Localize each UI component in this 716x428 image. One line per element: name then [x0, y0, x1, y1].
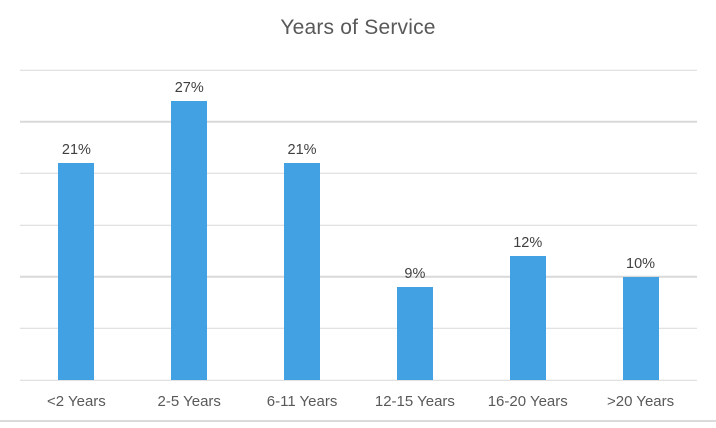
gridline: [20, 172, 697, 175]
x-axis-line: [20, 379, 697, 381]
bottom-border: [0, 420, 716, 422]
bar-slot: 10%: [584, 70, 697, 380]
bar-data-label: 9%: [404, 266, 426, 282]
bar-slot: 21%: [246, 70, 359, 380]
bar: [396, 287, 433, 380]
gridline: [20, 224, 697, 226]
bar: [509, 256, 546, 380]
gridline: [20, 327, 697, 330]
bar-slot: 27%: [133, 70, 246, 380]
bar: [284, 163, 321, 380]
x-axis-label: 16-20 Years: [487, 393, 568, 410]
bar: [171, 101, 208, 380]
gridline: [20, 69, 697, 71]
bar-data-label: 21%: [61, 142, 91, 158]
bar-data-label: 10%: [626, 255, 656, 272]
gridline: [20, 120, 697, 123]
bar-series: 21% 27% 21% 9% 12% 10%: [20, 70, 697, 380]
bar: [58, 163, 95, 380]
plot-area: 21% 27% 21% 9% 12% 10%: [20, 69, 697, 381]
bar: [622, 276, 659, 380]
bar-slot: 12%: [471, 70, 584, 380]
x-axis-label: 2-5 Years: [157, 393, 221, 410]
gridline: [20, 275, 697, 278]
bar-slot: 21%: [20, 70, 133, 380]
bar-data-label: 21%: [287, 142, 317, 158]
x-axis-labels: <2 Years 2-5 Years 6-11 Years 12-15 Years 16…: [20, 391, 697, 413]
x-axis-label: <2 Years: [47, 393, 106, 410]
bar-slot: 9%: [358, 70, 471, 380]
bar-data-label: 12%: [513, 235, 543, 251]
x-axis-label: 6-11 Years: [266, 393, 338, 410]
x-axis-label: 12-15 Years: [374, 393, 455, 410]
chart-title: Years of Service: [280, 16, 436, 39]
bar-data-label: 27%: [174, 80, 204, 96]
x-axis-label: >20 Years: [606, 393, 675, 410]
